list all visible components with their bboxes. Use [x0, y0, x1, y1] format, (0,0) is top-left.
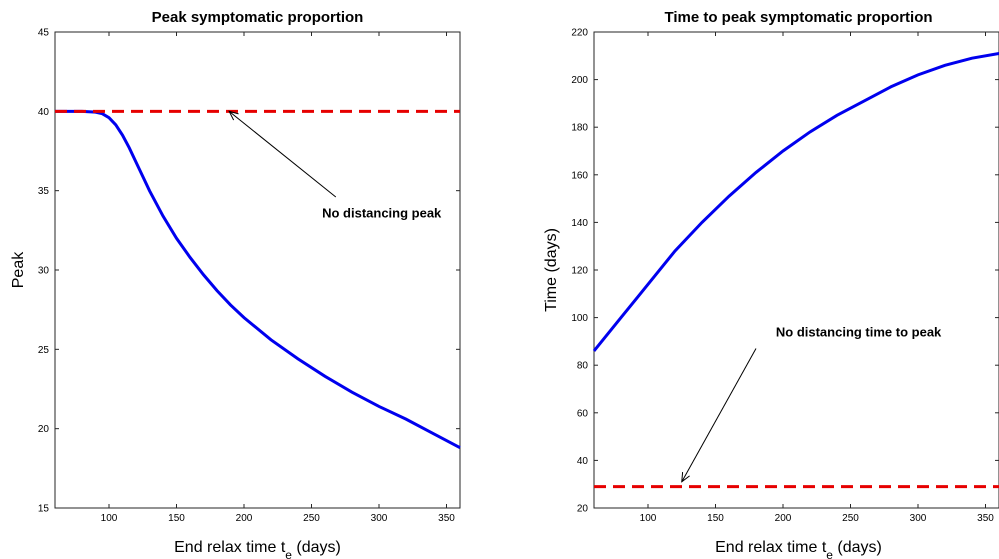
axes-ticks: 100 150 200 250 300 350 15 20 25 30 35 40 45 [38, 28, 460, 524]
y-tick-label: 40 [577, 456, 589, 467]
peak-chart: Peak symptomatic proportion 100 150 200 250… [10, 9, 461, 559]
x-tick-label: 300 [371, 513, 388, 524]
y-tick-label: 40 [38, 107, 50, 118]
y-tick-label: 160 [571, 170, 588, 181]
y-tick-label: 120 [571, 266, 588, 277]
x-tick-label: 100 [640, 513, 657, 524]
x-axis-label: End relax time te (days) [174, 539, 341, 559]
series-group [592, 51, 999, 489]
x-tick-label: 350 [438, 513, 455, 524]
annotation-group: No distancing time to peak [682, 325, 942, 482]
x-tick-label: 250 [842, 513, 859, 524]
y-tick-label: 220 [571, 28, 588, 39]
x-axis-label-suffix: (days) [833, 539, 882, 556]
y-tick-label: 30 [38, 266, 50, 277]
y-tick-label: 20 [38, 424, 50, 435]
y-tick-label: 80 [577, 361, 589, 372]
annotation-label: No distancing time to peak [776, 325, 942, 340]
annotation-arrow [229, 111, 337, 198]
y-axis-label: Peak [10, 251, 27, 288]
x-tick-label: 250 [303, 513, 320, 524]
x-tick-label: 200 [236, 513, 253, 524]
annotation-label: No distancing peak [322, 206, 442, 221]
x-tick-label: 200 [775, 513, 792, 524]
y-tick-label: 45 [38, 28, 50, 39]
y-tick-label: 100 [571, 313, 588, 324]
y-tick-label: 25 [38, 345, 50, 356]
y-tick-label: 60 [577, 408, 589, 419]
x-tick-label: 100 [101, 513, 118, 524]
plot-frame [54, 31, 461, 509]
chart-title: Time to peak symptomatic proportion [664, 9, 932, 26]
x-axis-label: End relax time te (days) [715, 539, 882, 559]
axes-ticks: 100 150 200 250 300 350 20 40 60 80 100 120 140 160 18… [571, 28, 999, 524]
y-axis-label: Time (days) [543, 228, 560, 312]
annotation-group: No distancing peak [229, 111, 442, 221]
x-axis-label-suffix: (days) [292, 539, 341, 556]
series-curve [592, 51, 999, 352]
time-to-peak-chart: Time to peak symptomatic proportion 100 1… [543, 9, 999, 559]
annotation-arrow [682, 348, 757, 482]
x-axis-label-main: End relax time t [715, 539, 827, 556]
x-axis-label-main: End relax time t [174, 539, 286, 556]
x-axis-label-subscript: e [826, 548, 833, 559]
y-tick-label: 140 [571, 218, 588, 229]
x-tick-label: 150 [707, 513, 724, 524]
y-tick-label: 180 [571, 123, 588, 134]
y-tick-label: 20 [577, 504, 589, 515]
series-group [55, 109, 461, 450]
series-curve [55, 109, 461, 450]
y-tick-label: 200 [571, 75, 588, 86]
plot-frame [593, 31, 999, 509]
x-axis-label-subscript: e [285, 548, 292, 559]
chart-title: Peak symptomatic proportion [152, 9, 364, 26]
x-tick-label: 150 [168, 513, 185, 524]
y-tick-label: 35 [38, 186, 50, 197]
x-tick-label: 350 [977, 513, 994, 524]
y-tick-label: 15 [38, 504, 50, 515]
x-tick-label: 300 [910, 513, 927, 524]
